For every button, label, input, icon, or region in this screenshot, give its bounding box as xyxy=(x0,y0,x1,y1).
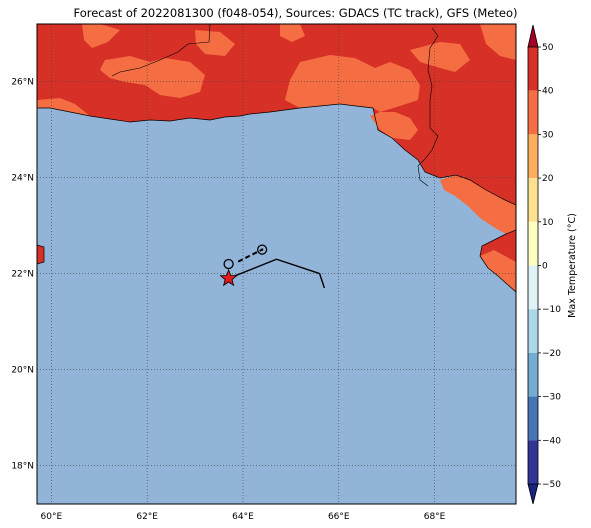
tc-position-circle xyxy=(223,258,234,270)
colorbar-segment xyxy=(528,440,538,484)
colorbar-segment xyxy=(528,134,538,179)
tc-past-positions xyxy=(223,244,268,270)
colorbar-tick-label: 20 xyxy=(542,174,554,184)
storm-position-star-icon xyxy=(219,268,238,287)
lat-tick-label: 24°N xyxy=(11,174,34,184)
colorbar-segment xyxy=(528,178,538,222)
colorbar-segment xyxy=(528,221,538,266)
lat-tick-label: 18°N xyxy=(11,462,34,472)
colorbar-label: Max Temperature (°C) xyxy=(567,213,578,318)
tc-position-dot xyxy=(260,248,264,251)
colorbar-segment xyxy=(528,352,538,397)
colorbar-tick-label: −40 xyxy=(542,436,561,446)
colorbar-tick-label: 0 xyxy=(542,262,548,272)
lon-tick-label: 68°E xyxy=(424,512,446,522)
colorbar: 50 40 30 20 10 0 −10 −20 −30 −40 −50 Max Temperatur… xyxy=(527,24,578,505)
latitude-ticks: 18°N 20°N 22°N 24°N 26°N xyxy=(11,78,34,472)
colorbar-segment xyxy=(528,47,538,91)
colorbar-tick-label: −20 xyxy=(542,349,561,359)
colorbar-tick-label: 10 xyxy=(542,218,554,228)
map-panel xyxy=(37,24,516,504)
colorbar-segment xyxy=(528,90,538,135)
lat-lon-grid xyxy=(37,24,516,504)
lon-tick-label: 66°E xyxy=(328,512,350,522)
colorbar-tick-label: 50 xyxy=(542,43,554,53)
colorbar-tick-label: 30 xyxy=(542,130,554,140)
tc-dashed-track xyxy=(237,248,263,263)
lat-tick-label: 22°N xyxy=(11,270,34,280)
map-frame xyxy=(36,23,517,505)
colorbar-tick-label: 40 xyxy=(542,87,554,97)
country-borders xyxy=(111,24,439,187)
colorbar-tick-label: −30 xyxy=(542,393,561,403)
lon-tick-label: 60°E xyxy=(41,512,63,522)
colorbar-segment xyxy=(528,309,538,353)
colorbar-extend-bottom xyxy=(527,483,539,505)
colorbar-segment xyxy=(528,396,538,441)
colorbar-extend-top xyxy=(527,24,539,48)
lat-tick-label: 26°N xyxy=(11,78,34,88)
map-title: Forecast of 2022081300 (f048-054), Sourc… xyxy=(73,6,518,20)
lon-tick-label: 64°E xyxy=(232,512,254,522)
land-temperature-30-40-coast xyxy=(37,245,44,264)
colorbar-tick-label: −50 xyxy=(542,480,561,490)
longitude-ticks: 60°E 62°E 64°E 66°E 68°E xyxy=(41,512,446,522)
tc-position-circle xyxy=(256,244,268,255)
colorbar-tick-label: −10 xyxy=(542,305,561,315)
lat-tick-label: 20°N xyxy=(11,366,34,376)
lon-tick-label: 62°E xyxy=(136,512,158,522)
colorbar-segment xyxy=(528,265,538,310)
tc-forecast-track xyxy=(228,258,326,289)
land-temperature-20-30 xyxy=(37,24,516,292)
